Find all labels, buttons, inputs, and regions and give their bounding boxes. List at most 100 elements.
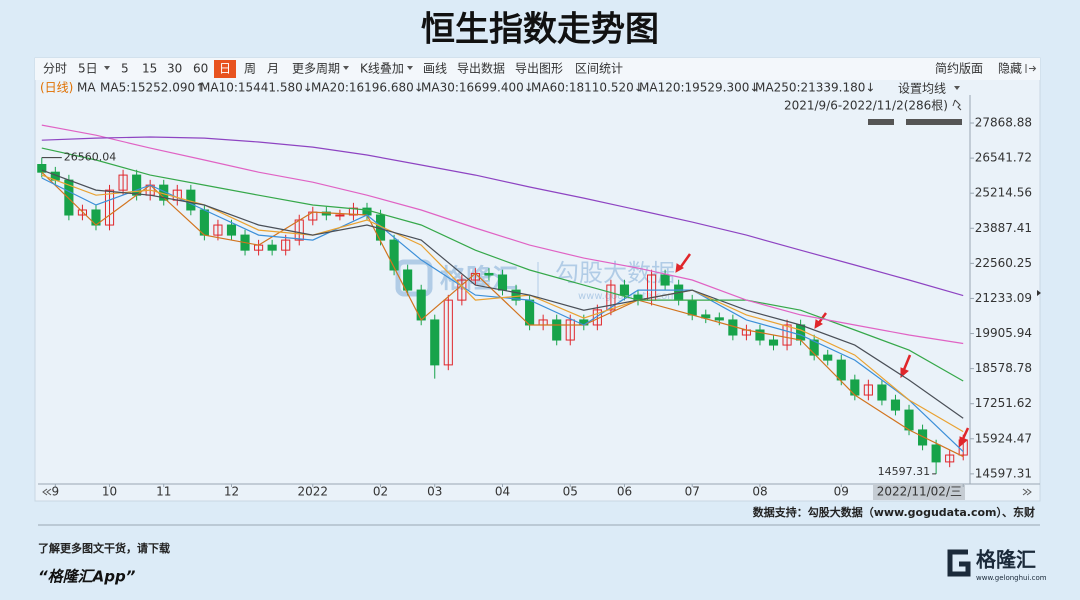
legend-entry: MA10:15441.580↓ bbox=[200, 81, 313, 95]
candle-body bbox=[945, 454, 955, 463]
watermark-name: 勾股大数据 bbox=[555, 259, 675, 287]
x-tick-label: 11 bbox=[156, 485, 171, 499]
x-tick-label: 04 bbox=[495, 485, 510, 499]
y-tick-label: 17251.62 bbox=[975, 396, 1032, 410]
x-tick-label: 07 bbox=[685, 485, 700, 499]
candle-body bbox=[389, 239, 399, 271]
candle-body bbox=[606, 284, 616, 311]
toolbar-item[interactable]: 导出图形 bbox=[515, 62, 563, 76]
candle-body bbox=[199, 209, 209, 236]
toolbar-item[interactable]: 30 bbox=[167, 62, 182, 76]
candle-body bbox=[511, 289, 521, 301]
arrow-head bbox=[814, 319, 823, 329]
y-tick-label: 21233.09 bbox=[975, 291, 1032, 305]
y-tick-label: 27868.88 bbox=[975, 116, 1032, 130]
app-name[interactable]: “格隆汇App” bbox=[38, 568, 136, 586]
x-tick-label: 10 bbox=[102, 485, 117, 499]
toolbar-item[interactable]: 画线 bbox=[423, 62, 447, 76]
x-tick-label: 08 bbox=[752, 485, 767, 499]
y-tick-label: 25214.56 bbox=[975, 186, 1032, 200]
candle-body bbox=[619, 284, 630, 296]
toolbar-item[interactable]: 更多周期 bbox=[292, 62, 340, 76]
y-tick-label: 15924.47 bbox=[975, 431, 1032, 445]
x-tick-label: 06 bbox=[617, 485, 632, 499]
candle-body bbox=[348, 207, 359, 216]
x-tick-label: 09 bbox=[834, 485, 849, 499]
candle-body bbox=[226, 224, 237, 236]
candle-body bbox=[796, 324, 806, 341]
promo-text: 了解更多图文干货，请下载 bbox=[38, 541, 170, 555]
chart-panel bbox=[34, 57, 1041, 502]
candle-body bbox=[552, 319, 562, 341]
x-tick-label: 9 bbox=[52, 485, 60, 499]
arrow bbox=[678, 253, 692, 269]
candle-body bbox=[660, 274, 670, 286]
candle-body bbox=[755, 329, 765, 341]
toolbar-item[interactable]: 区间统计 bbox=[575, 62, 623, 76]
legend-entry: MA5:15252.090↑ bbox=[100, 81, 205, 95]
watermark-logo bbox=[395, 259, 433, 297]
toolbar-item[interactable]: 分时 bbox=[43, 62, 67, 76]
candle-body bbox=[525, 299, 535, 326]
y-tick-label: 26541.72 bbox=[975, 151, 1032, 165]
candle-body bbox=[443, 299, 453, 366]
candle-body bbox=[484, 272, 494, 276]
candle-body bbox=[782, 324, 792, 346]
candle-body bbox=[863, 384, 873, 396]
x-tick-label: 03 bbox=[427, 485, 442, 499]
toolbar-item[interactable]: K线叠加 bbox=[360, 62, 404, 76]
ma-line bbox=[41, 174, 964, 433]
candle-body bbox=[877, 384, 887, 401]
ma-line bbox=[41, 124, 964, 345]
ma-line bbox=[41, 171, 964, 458]
y-tick-label: 22560.25 bbox=[975, 256, 1032, 270]
toolbar-item[interactable]: 月 bbox=[267, 62, 279, 76]
candle-body bbox=[118, 174, 128, 191]
y-tick-label: 14597.31 bbox=[975, 466, 1032, 480]
legend-entry: MA250:21339.180↓ bbox=[755, 81, 875, 95]
candle-body bbox=[403, 269, 413, 291]
arrow-head bbox=[900, 367, 909, 379]
candle-body bbox=[701, 314, 711, 319]
source-note: 数据支持：勾股大数据（www.gogudata.com）、东财 bbox=[753, 505, 1035, 519]
toolbar-item[interactable]: 60 bbox=[193, 62, 208, 76]
high-label: 26560.04 bbox=[64, 151, 116, 164]
ma-line bbox=[41, 147, 964, 382]
ma-line bbox=[41, 136, 964, 297]
range-handle bbox=[906, 119, 962, 125]
page-title: 恒生指数走势图 bbox=[421, 10, 659, 50]
low-label: 14597.31 bbox=[878, 465, 931, 478]
ma-label: MA bbox=[77, 81, 96, 95]
current-date-box bbox=[873, 484, 965, 500]
toolbar-item[interactable]: 15 bbox=[142, 62, 157, 76]
hide-icon bbox=[1025, 64, 1037, 73]
candle-body bbox=[836, 359, 846, 381]
logo-icon bbox=[947, 549, 971, 577]
axis-pointer bbox=[1037, 290, 1041, 296]
candle-body bbox=[565, 319, 575, 341]
x-tick-label: 05 bbox=[563, 485, 578, 499]
toolbar-item[interactable]: 5日 bbox=[78, 62, 98, 76]
toolbar-item[interactable]: 日 bbox=[219, 62, 231, 76]
arrow-head bbox=[675, 263, 684, 273]
candle-body bbox=[497, 274, 508, 291]
toolbar-item[interactable]: 导出数据 bbox=[457, 61, 505, 76]
range-handle bbox=[868, 119, 894, 125]
candle-body bbox=[104, 189, 115, 226]
toolbar-item[interactable]: 5 bbox=[121, 62, 129, 76]
y-tick-label: 18578.78 bbox=[975, 361, 1032, 375]
candle-body bbox=[768, 339, 779, 346]
toolbar-item[interactable]: 隐藏 bbox=[998, 62, 1022, 76]
ma-settings[interactable]: 设置均线 bbox=[898, 82, 946, 96]
y-tick-label: 19905.94 bbox=[975, 326, 1032, 340]
x-tick-label: 12 bbox=[224, 485, 239, 499]
toolbar-item[interactable]: 周 bbox=[244, 62, 256, 76]
candle-body bbox=[430, 319, 440, 366]
toolbar-item[interactable]: 简约版面 bbox=[935, 61, 983, 76]
candle-body bbox=[904, 409, 914, 431]
candle-body bbox=[823, 354, 833, 361]
toolbar-bar bbox=[35, 58, 1040, 80]
legend-entry: MA20:16196.680↓ bbox=[311, 81, 424, 95]
legend-entry: MA30:16699.400↓ bbox=[421, 81, 534, 95]
logo-text: 格隆汇 bbox=[976, 548, 1036, 572]
